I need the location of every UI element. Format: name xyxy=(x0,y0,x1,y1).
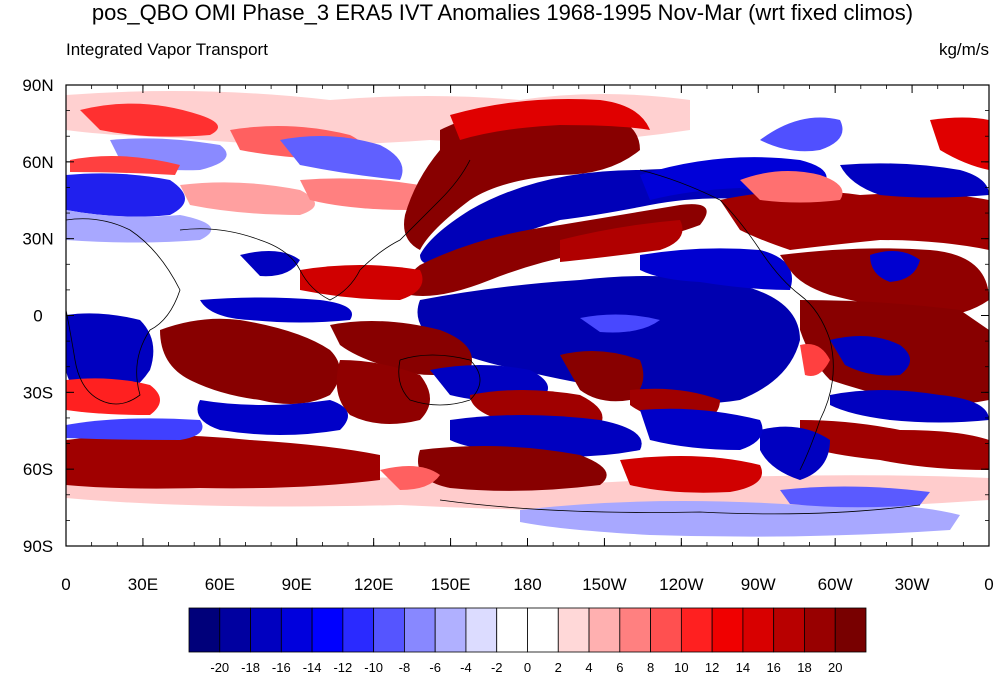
lon-label: 60E xyxy=(205,575,235,594)
lon-label: 90E xyxy=(282,575,312,594)
colorbar-label: -8 xyxy=(399,660,411,675)
colorbar-label: -6 xyxy=(429,660,441,675)
colorbar-swatch xyxy=(188,607,221,653)
lon-label: 60W xyxy=(818,575,853,594)
colorbar-label: 16 xyxy=(766,660,780,675)
colorbar-label: -20 xyxy=(210,660,229,675)
colorbar-label: -2 xyxy=(491,660,503,675)
colorbar-label: -16 xyxy=(272,660,291,675)
colorbar-swatch xyxy=(465,607,498,653)
colorbar-swatch xyxy=(834,607,867,653)
latitude-axis: 90N 60N 30N 0 30S 60S 90S xyxy=(22,76,989,556)
colorbar-label: 8 xyxy=(647,660,654,675)
colorbar-swatch xyxy=(373,607,405,653)
colorbar-label: 14 xyxy=(736,660,750,675)
colorbar-swatch xyxy=(311,607,344,653)
colorbar-swatch xyxy=(711,607,744,653)
colorbar-swatch xyxy=(619,607,651,653)
lon-label: 30W xyxy=(895,575,930,594)
colorbar-label: 2 xyxy=(555,660,562,675)
colorbar-label: 12 xyxy=(705,660,719,675)
lat-label: 90N xyxy=(22,76,53,95)
colorbar-label: 20 xyxy=(828,660,842,675)
lon-label: 0 xyxy=(984,575,993,594)
colorbar-swatch xyxy=(527,607,559,653)
anomaly-field xyxy=(66,85,989,546)
units-label: kg/m/s xyxy=(938,40,989,59)
colorbar: -20 -18 -16 -14 -12 -10 -8 -6 -4 -2 0 2 4 6 8 10 12 14 16 1… xyxy=(188,607,867,675)
colorbar-swatch xyxy=(342,607,375,653)
lat-label: 0 xyxy=(33,307,42,326)
colorbar-label: 10 xyxy=(674,660,688,675)
lon-label: 120W xyxy=(659,575,703,594)
colorbar-swatch xyxy=(742,607,775,653)
left-subtitle: Integrated Vapor Transport xyxy=(66,40,268,59)
colorbar-swatch xyxy=(280,607,313,653)
colorbar-swatch xyxy=(219,607,251,653)
colorbar-label: -12 xyxy=(333,660,352,675)
colorbar-swatch xyxy=(557,607,590,653)
colorbar-swatch xyxy=(804,607,836,653)
colorbar-label: -18 xyxy=(241,660,260,675)
colorbar-label: -4 xyxy=(460,660,472,675)
colorbar-label: -10 xyxy=(364,660,383,675)
colorbar-swatch xyxy=(250,607,282,653)
lon-label: 150W xyxy=(582,575,626,594)
lat-label: 60N xyxy=(22,153,53,172)
colorbar-label: -14 xyxy=(303,660,322,675)
lon-label: 0 xyxy=(61,575,70,594)
colorbar-swatch xyxy=(588,607,621,653)
colorbar-swatch xyxy=(496,607,528,653)
map-title: pos_QBO OMI Phase_3 ERA5 IVT Anomalies 1… xyxy=(91,0,914,25)
lat-label: 30S xyxy=(23,383,53,402)
lon-label: 90W xyxy=(741,575,776,594)
lon-label: 120E xyxy=(354,575,394,594)
coastlines xyxy=(66,159,921,515)
lat-label: 60S xyxy=(23,460,53,479)
colorbar-label: 4 xyxy=(585,660,592,675)
colorbar-swatch xyxy=(680,607,713,653)
colorbar-label: 0 xyxy=(524,660,531,675)
longitude-axis: 0 30E 60E 90E 120E 150E 180 150W 120W 90W 60W 30W 0 xyxy=(61,85,994,594)
lat-label: 30N xyxy=(22,230,53,249)
colorbar-swatch xyxy=(404,607,436,653)
lon-label: 30E xyxy=(128,575,158,594)
colorbar-label: 6 xyxy=(616,660,623,675)
colorbar-swatch xyxy=(434,607,467,653)
lon-label: 150E xyxy=(431,575,471,594)
colorbar-label: 18 xyxy=(797,660,811,675)
lat-label: 90S xyxy=(23,537,53,556)
lon-label: 180 xyxy=(513,575,541,594)
colorbar-swatch xyxy=(773,607,805,653)
colorbar-swatch xyxy=(650,607,682,653)
